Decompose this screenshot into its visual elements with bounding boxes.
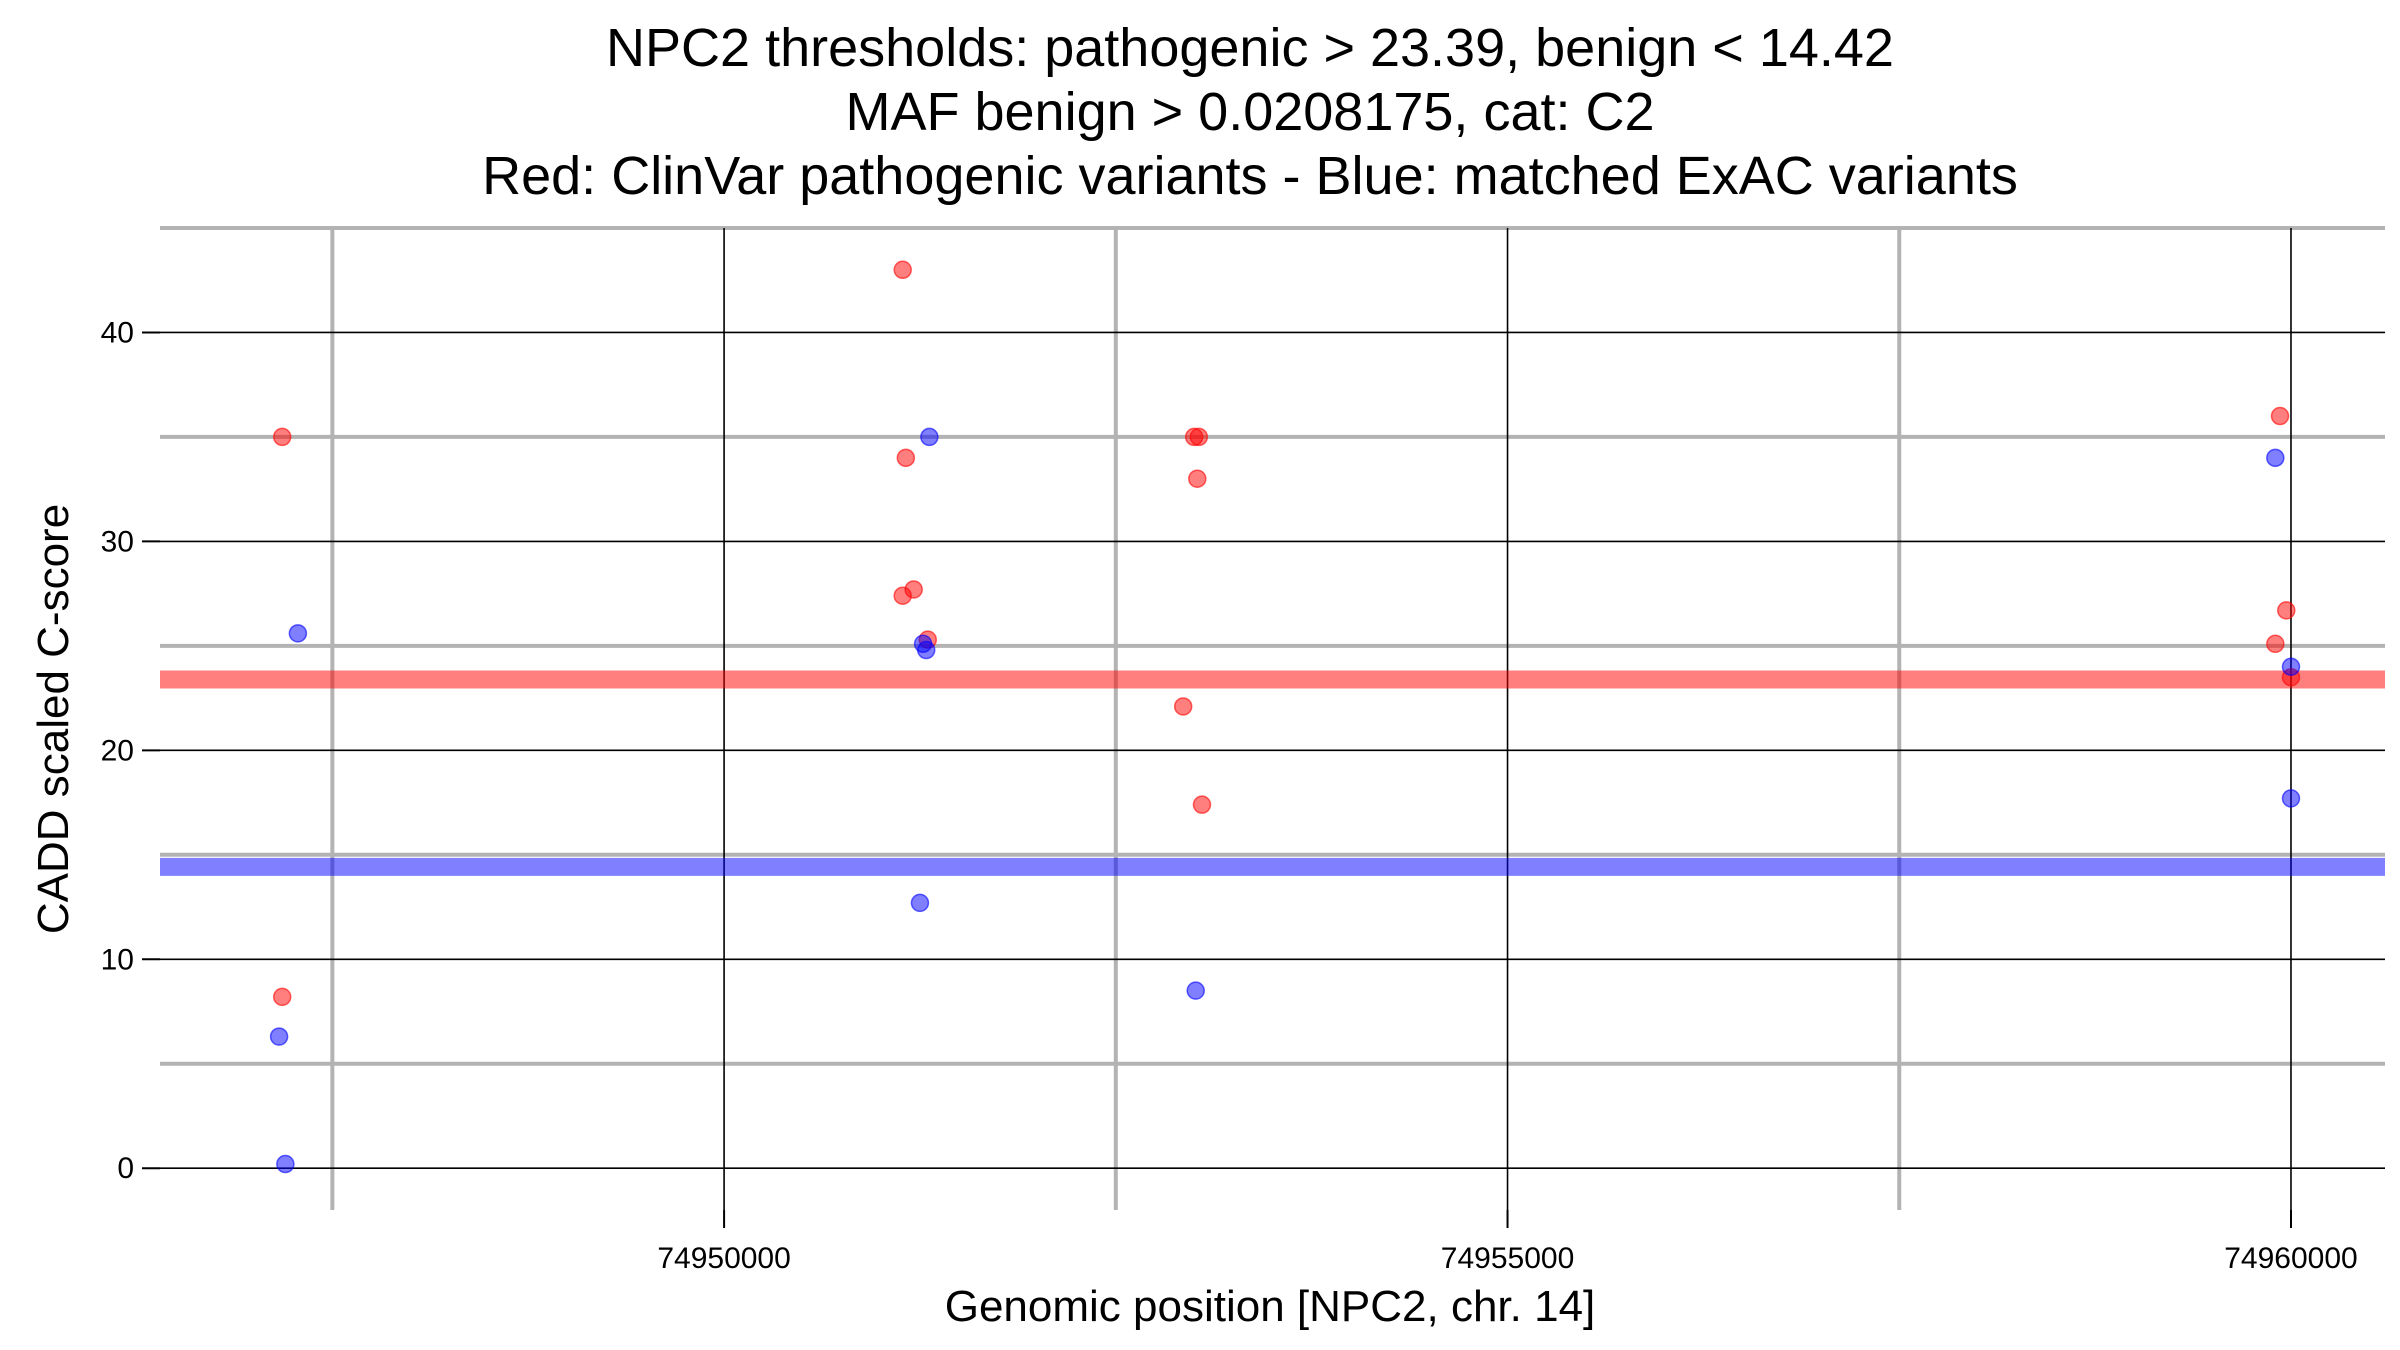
data-point-series-1 <box>2277 601 2296 620</box>
grid-lines <box>160 226 2385 1210</box>
x-axis-title: Genomic position [NPC2, chr. 14] <box>945 1282 1596 1331</box>
data-point-series-2 <box>2266 448 2285 468</box>
data-point-series-1 <box>1173 697 1193 716</box>
y-tick-label: 30 <box>101 525 134 558</box>
x-tick-label: 74955000 <box>1441 1242 1574 1275</box>
data-point-series-2 <box>2281 657 2301 677</box>
x-axis: 74950000 74955000 74960000 <box>657 1210 2358 1275</box>
data-point-series-1 <box>1192 795 1212 814</box>
data-point-series-2 <box>269 1027 289 1046</box>
data-point-series-2 <box>1186 981 1205 1000</box>
data-point-series-2 <box>920 427 939 447</box>
chart-title-line-1: NPC2 thresholds: pathogenic > 23.39, ben… <box>606 18 1894 78</box>
data-point-series-1 <box>1189 427 1209 447</box>
data-point-series-1 <box>272 987 292 1007</box>
data-point-series-1 <box>272 427 292 447</box>
chart-title-line-3: Red: ClinVar pathogenic variants - Blue:… <box>482 146 2018 206</box>
y-tick-label: 10 <box>101 943 134 976</box>
y-axis: 0 10 20 30 40 <box>101 316 160 1185</box>
data-point-series-1 <box>893 260 912 280</box>
data-points <box>269 260 2301 1174</box>
y-tick-label: 20 <box>101 734 134 767</box>
data-point-series-2 <box>276 1154 295 1174</box>
data-point-series-2 <box>2281 789 2301 808</box>
data-point-series-1 <box>2270 406 2290 426</box>
chart-title-line-2: MAF benign > 0.0208175, cat: C2 <box>845 82 1654 142</box>
data-point-series-1 <box>896 448 916 468</box>
threshold-lines <box>160 670 2385 876</box>
y-tick-label: 0 <box>117 1152 134 1185</box>
chart-title: NPC2 thresholds: pathogenic > 23.39, ben… <box>482 18 2018 206</box>
y-tick-label: 40 <box>101 316 134 349</box>
y-axis-title: CADD scaled C-score <box>29 504 78 934</box>
x-tick-label: 74960000 <box>2224 1242 2357 1275</box>
data-point-series-1 <box>2266 634 2285 654</box>
data-point-series-2 <box>910 893 930 913</box>
data-point-series-1 <box>893 586 912 605</box>
data-point-series-2 <box>916 640 936 660</box>
x-tick-label: 74950000 <box>657 1242 790 1275</box>
data-point-series-1 <box>1188 469 1207 488</box>
data-point-series-2 <box>288 624 308 643</box>
